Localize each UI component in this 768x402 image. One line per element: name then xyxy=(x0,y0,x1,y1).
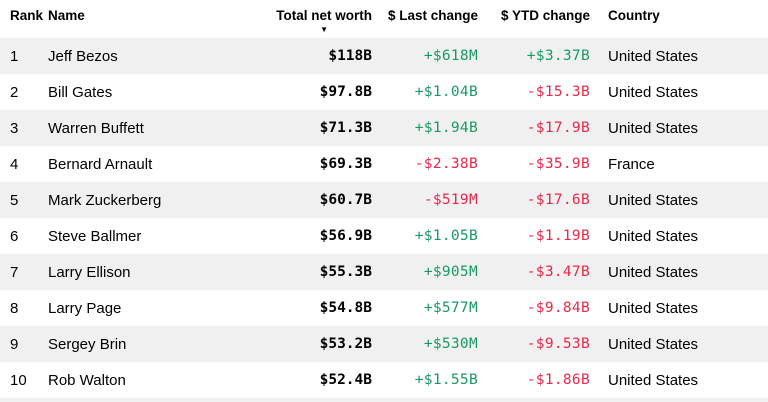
rank-cell: 6 xyxy=(10,227,19,245)
last-change-cell: +$530M xyxy=(423,336,478,352)
net-worth-cell: $52.4B xyxy=(319,372,372,388)
rank-cell: 7 xyxy=(10,263,19,281)
last-change-cell: -$519M xyxy=(423,192,478,208)
name-cell: Bill Gates xyxy=(48,83,113,101)
col-header-net-worth[interactable]: Total net worth ▼ xyxy=(230,0,372,38)
country-cell: United States xyxy=(608,335,699,353)
name-cell: Larry Ellison xyxy=(48,263,131,281)
table-row[interactable]: 2 Bill Gates $97.8B +$1.04B -$15.3B Unit… xyxy=(0,74,768,110)
rank-cell: 1 xyxy=(10,47,19,65)
last-change-cell: +$618M xyxy=(423,48,478,64)
table-row[interactable]: 5 Mark Zuckerberg $60.7B -$519M -$17.6B … xyxy=(0,182,768,218)
rank-cell: 2 xyxy=(10,83,19,101)
table-row[interactable]: 6 Steve Ballmer $56.9B +$1.05B -$1.19B U… xyxy=(0,218,768,254)
ytd-change-cell: -$1.19B xyxy=(526,228,590,244)
col-header-last-change[interactable]: $ Last change xyxy=(372,0,478,38)
last-change-cell: +$1.55B xyxy=(414,372,478,388)
last-change-cell: +$1.04B xyxy=(414,84,478,100)
header-row: Rank Name Total net worth ▼ $ Last chang… xyxy=(0,0,768,38)
table-row[interactable]: 1 Jeff Bezos $118B +$618M +$3.37B United… xyxy=(0,38,768,74)
ytd-change-cell: +$3.37B xyxy=(526,48,590,64)
table-header: Rank Name Total net worth ▼ $ Last chang… xyxy=(0,0,768,38)
ytd-change-cell: -$1.86B xyxy=(526,372,590,388)
country-cell: United States xyxy=(608,191,699,209)
net-worth-header-stack: Total net worth ▼ xyxy=(276,8,372,34)
country-cell: United States xyxy=(608,371,699,389)
col-header-name[interactable]: Name xyxy=(48,0,230,38)
table-row[interactable]: 3 Warren Buffett $71.3B +$1.94B -$17.9B … xyxy=(0,110,768,146)
table-row[interactable]: 8 Larry Page $54.8B +$577M -$9.84B Unite… xyxy=(0,290,768,326)
country-cell: United States xyxy=(608,83,699,101)
table-row[interactable]: 7 Larry Ellison $55.3B +$905M -$3.47B Un… xyxy=(0,254,768,290)
next-row-partial-strip xyxy=(0,398,768,402)
net-worth-cell: $60.7B xyxy=(319,192,372,208)
ytd-change-cell: -$15.3B xyxy=(526,84,590,100)
net-worth-cell: $118B xyxy=(328,48,372,64)
ytd-change-cell: -$9.84B xyxy=(526,300,590,316)
rank-cell: 4 xyxy=(10,155,19,173)
table-row[interactable]: 9 Sergey Brin $53.2B +$530M -$9.53B Unit… xyxy=(0,326,768,362)
ytd-change-cell: -$35.9B xyxy=(526,156,590,172)
ytd-change-cell: -$9.53B xyxy=(526,336,590,352)
ytd-change-cell: -$3.47B xyxy=(526,264,590,280)
name-cell: Bernard Arnault xyxy=(48,155,153,173)
net-worth-cell: $56.9B xyxy=(319,228,372,244)
last-change-cell: +$905M xyxy=(423,264,478,280)
last-change-cell: +$577M xyxy=(423,300,478,316)
country-cell: United States xyxy=(608,299,699,317)
country-cell: United States xyxy=(608,47,699,65)
col-header-country[interactable]: Country xyxy=(590,0,768,38)
name-cell: Larry Page xyxy=(48,299,122,317)
country-cell: France xyxy=(608,155,655,173)
net-worth-header-label: Total net worth xyxy=(276,8,372,23)
net-worth-cell: $53.2B xyxy=(319,336,372,352)
last-change-cell: +$1.05B xyxy=(414,228,478,244)
net-worth-cell: $97.8B xyxy=(319,84,372,100)
rank-cell: 5 xyxy=(10,191,19,209)
ytd-change-cell: -$17.6B xyxy=(526,192,590,208)
col-header-rank[interactable]: Rank xyxy=(0,0,48,38)
last-change-cell: -$2.38B xyxy=(414,156,478,172)
col-header-ytd-change[interactable]: $ YTD change xyxy=(478,0,590,38)
rank-cell: 3 xyxy=(10,119,19,137)
net-worth-cell: $71.3B xyxy=(319,120,372,136)
rank-cell: 10 xyxy=(10,371,27,389)
name-cell: Rob Walton xyxy=(48,371,126,389)
ytd-change-cell: -$17.9B xyxy=(526,120,590,136)
name-cell: Warren Buffett xyxy=(48,119,144,137)
name-cell: Sergey Brin xyxy=(48,335,127,353)
table-body: 1 Jeff Bezos $118B +$618M +$3.37B United… xyxy=(0,38,768,398)
name-cell: Steve Ballmer xyxy=(48,227,142,245)
country-cell: United States xyxy=(608,119,699,137)
net-worth-cell: $69.3B xyxy=(319,156,372,172)
name-cell: Mark Zuckerberg xyxy=(48,191,162,209)
rank-cell: 9 xyxy=(10,335,19,353)
table-row[interactable]: 10 Rob Walton $52.4B +$1.55B -$1.86B Uni… xyxy=(0,362,768,398)
rank-cell: 8 xyxy=(10,299,19,317)
net-worth-cell: $54.8B xyxy=(319,300,372,316)
country-cell: United States xyxy=(608,263,699,281)
table-row[interactable]: 4 Bernard Arnault $69.3B -$2.38B -$35.9B… xyxy=(0,146,768,182)
country-cell: United States xyxy=(608,227,699,245)
last-change-cell: +$1.94B xyxy=(414,120,478,136)
name-cell: Jeff Bezos xyxy=(48,47,118,65)
sort-descending-icon: ▼ xyxy=(320,25,329,34)
net-worth-cell: $55.3B xyxy=(319,264,372,280)
